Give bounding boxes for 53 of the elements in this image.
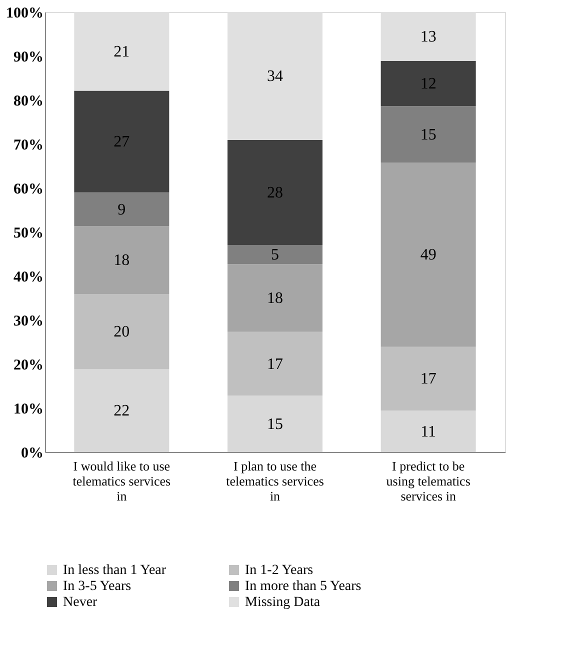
x-tick-label: I would like to use telematics services in [72,458,171,504]
annotation: 15 [420,126,436,144]
y-tick-label: 30% [14,314,44,330]
y-tick-label: 80% [14,94,44,110]
annotation: 5 [271,246,279,264]
bar [74,90,170,192]
y-tick-label: 60% [14,182,44,198]
legend-label: Never [63,595,98,610]
y-tick-label: 0% [21,446,44,462]
annotation: 22 [114,402,130,420]
annotation: 17 [420,370,436,388]
y-tick-label: 70% [14,138,44,154]
bar [228,140,322,246]
annotation: 34 [267,68,283,86]
bar [228,332,322,396]
bar [380,162,476,347]
bar [228,264,322,332]
y-tick-label: 40% [14,270,44,286]
annotation: 27 [114,134,130,151]
y-tick-label: 20% [14,358,44,374]
y-tick-label: 90% [14,50,44,66]
bar [380,106,476,162]
bar [380,410,476,452]
bar [74,294,170,370]
annotation: 18 [114,252,130,270]
annotation: 28 [267,184,283,202]
y-tick-label: 10% [14,402,44,418]
y-tick-label: 50% [14,226,44,242]
annotation: 18 [267,290,283,307]
bar [228,396,322,452]
legend-label: In 3-5 Years [63,579,132,594]
annotation: 15 [267,416,283,433]
legend-label: Missing Data [245,595,321,610]
bar [380,346,476,411]
annotation: 20 [114,324,130,341]
annotation: 12 [420,76,436,92]
legend-label: In more than 5 Years [245,579,362,594]
x-tick-label: I predict to be using telematics services in [386,458,470,504]
bar [380,60,476,106]
y-tick-label: 100% [6,6,44,22]
annotation: 13 [420,28,436,46]
bar [74,226,170,294]
annotation: 11 [420,423,436,440]
legend-label: In 1-2 Years [245,563,314,578]
annotation: 9 [118,201,126,218]
annotation: 49 [420,246,436,264]
bar [228,245,322,264]
bar [74,192,170,226]
annotation: 21 [114,43,130,60]
annotation: 17 [267,356,283,373]
bar [74,369,170,452]
x-tick-label: I plan to use the telematics services in [226,458,324,504]
legend-label: In less than 1 Year [63,563,166,578]
